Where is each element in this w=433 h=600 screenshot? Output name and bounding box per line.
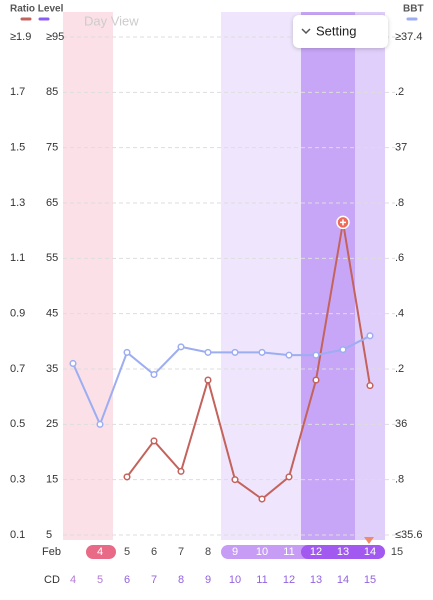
date-label: 15 (391, 546, 403, 558)
date-label: 6 (151, 546, 157, 558)
y-tick-label: 1.3 (10, 197, 25, 209)
y-alt-tick-label: 75 (46, 142, 58, 154)
button-bg[interactable] (293, 15, 388, 48)
y-tick-label: 0.5 (10, 418, 25, 430)
peak-band (301, 12, 355, 540)
data-point (231, 476, 239, 484)
data-point (312, 376, 320, 384)
data-point (150, 437, 158, 445)
y-alt-tick-label: 65 (46, 197, 58, 209)
data-point (177, 467, 185, 475)
data-point (366, 382, 374, 390)
data-point (204, 376, 212, 384)
y-tick-label: 0.3 (10, 474, 25, 486)
y-alt-tick-label: 55 (46, 252, 58, 264)
date-label: 8 (205, 546, 211, 558)
month-label: Feb (42, 546, 61, 558)
cycle-day-label: 8 (178, 574, 184, 586)
y-alt-tick-label: 15 (46, 474, 58, 486)
button-label[interactable]: Setting (316, 23, 356, 38)
y2-tick-label: .8 (395, 474, 404, 486)
y-tick-label: 1.7 (10, 86, 25, 98)
cycle-day-label: 9 (205, 574, 211, 586)
legend-label: Ratio Level (10, 4, 64, 15)
data-point (231, 348, 239, 356)
cd-label: CD (44, 574, 60, 586)
today-marker (364, 537, 374, 544)
date-label: 12 (310, 546, 322, 558)
cycle-day-label: 5 (97, 574, 103, 586)
cycle-day-label: 6 (124, 574, 130, 586)
date-label: 11 (283, 546, 294, 558)
y-tick-label: 1.1 (10, 252, 25, 264)
peak-pill (301, 545, 385, 559)
setting-button[interactable]: Setting (293, 15, 388, 48)
y-tick-label: ≥1.9 (10, 31, 31, 43)
data-point (339, 346, 347, 354)
cycle-day-label: 12 (283, 574, 295, 586)
cycle-day-label: 15 (364, 574, 376, 586)
y2-tick-label: ≤35.6 (395, 529, 422, 541)
data-point (177, 343, 185, 351)
y2-tick-label: 37 (395, 142, 407, 154)
cycle-day-label: 10 (229, 574, 241, 586)
data-point (285, 351, 293, 359)
data-point (123, 348, 131, 356)
data-point (204, 348, 212, 356)
y-alt-tick-label: ≥95 (46, 31, 64, 43)
cycle-day-label: 4 (70, 574, 76, 586)
view-label: Day View (84, 13, 139, 28)
y-tick-label: 0.7 (10, 363, 25, 375)
cycle-day-label: 13 (310, 574, 322, 586)
data-point (285, 473, 293, 481)
data-point (258, 495, 266, 503)
cycle-day-label: 14 (337, 574, 349, 586)
period-pill (86, 545, 116, 559)
y-tick-label: 1.5 (10, 142, 25, 154)
data-point (123, 473, 131, 481)
date-label: 10 (256, 546, 268, 558)
y-alt-tick-label: 35 (46, 363, 58, 375)
data-point (258, 348, 266, 356)
data-point (366, 332, 374, 340)
y2-tick-label: ≥37.4 (395, 31, 422, 43)
y-alt-tick-label: 5 (46, 529, 52, 541)
y-alt-tick-label: 25 (46, 418, 58, 430)
date-label: 14 (364, 546, 376, 558)
date-label: 4 (97, 546, 103, 558)
data-point (69, 359, 77, 368)
y2-tick-label: .2 (395, 86, 404, 98)
post-peak-band (355, 12, 385, 540)
date-label: 13 (337, 546, 349, 558)
series-line (126, 222, 371, 501)
y-alt-tick-label: 45 (46, 308, 58, 320)
y-tick-label: 0.9 (10, 308, 25, 320)
data-point (150, 370, 158, 379)
data-point (96, 420, 104, 428)
y2-tick-label: .6 (395, 252, 404, 264)
y2-tick-label: 36 (395, 418, 407, 430)
date-label: 7 (178, 546, 184, 558)
date-label: 9 (232, 546, 238, 558)
y-alt-tick-label: 85 (46, 86, 58, 98)
chevron (301, 28, 311, 35)
peak-plus (340, 219, 346, 226)
cycle-day-label: 7 (151, 574, 157, 586)
y-tick-label: 0.1 (10, 529, 25, 541)
cycle-day-label: 11 (256, 574, 267, 586)
y2-tick-label: .8 (395, 197, 404, 209)
period-band (63, 12, 113, 540)
series-line (72, 334, 371, 427)
data-point (312, 351, 320, 359)
legend-label: BBT (403, 4, 424, 15)
y2-tick-label: .4 (395, 308, 404, 320)
y2-tick-label: .2 (395, 363, 404, 375)
date-label: 5 (124, 546, 130, 558)
